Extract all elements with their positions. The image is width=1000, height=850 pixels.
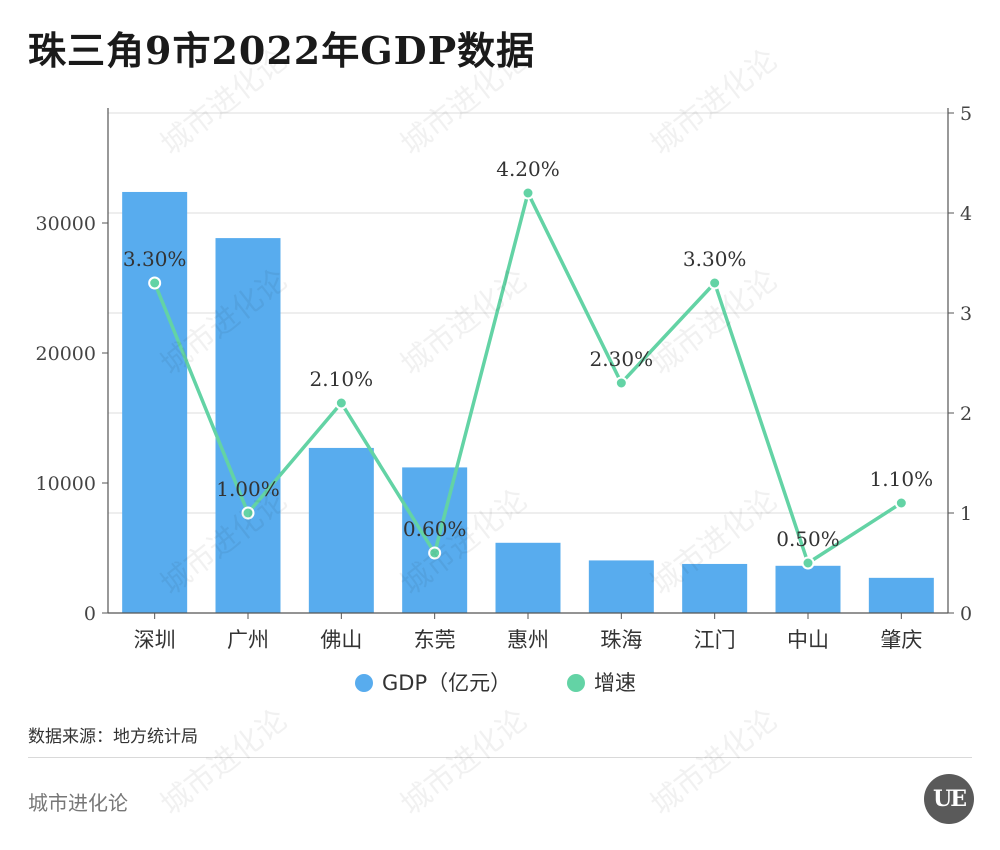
y-left-tick-label: 20000 <box>36 343 96 365</box>
x-tick-label: 中山 <box>787 628 829 652</box>
growth-point <box>428 546 442 560</box>
bar <box>588 560 654 613</box>
growth-data-label: 1.10% <box>870 467 934 491</box>
y-left-tick-label: 0 <box>84 603 96 625</box>
growth-data-label: 0.60% <box>403 517 467 541</box>
x-tick-label: 珠海 <box>600 628 642 652</box>
growth-data-label: 2.10% <box>310 367 374 391</box>
x-tick-label: 东莞 <box>414 628 456 652</box>
bar <box>868 577 934 613</box>
growth-point <box>334 396 348 410</box>
x-tick-label: 江门 <box>694 628 736 652</box>
bar <box>402 467 468 613</box>
watermark-text: 城市进化论 <box>644 703 784 823</box>
legend: GDP（亿元） 增速 <box>355 671 636 695</box>
bar <box>122 191 188 613</box>
growth-point <box>241 506 255 520</box>
y-right-tick-label: 0 <box>960 603 972 625</box>
y-right-tick-label: 3 <box>960 303 972 325</box>
y-left-tick-label: 10000 <box>36 473 96 495</box>
watermark-text: 城市进化论 <box>394 703 534 823</box>
x-tick-label: 肇庆 <box>880 628 922 652</box>
y-right-tick-label: 5 <box>960 103 972 125</box>
brand-logo: UE <box>924 774 974 824</box>
growth-point <box>708 276 722 290</box>
bar <box>775 565 841 613</box>
legend-label: GDP（亿元） <box>382 671 511 695</box>
legend-label: 增速 <box>594 671 636 695</box>
x-tick-label: 佛山 <box>320 628 362 652</box>
bar <box>682 563 748 613</box>
growth-data-label: 1.00% <box>216 477 280 501</box>
combo-chart: 3.30% 1.00% 2.10% 0.60% 4.20% 2.30% 3.30% 0.50%… <box>36 103 973 695</box>
y-right-tick-label: 2 <box>960 403 972 425</box>
growth-data-label: 4.20% <box>496 157 560 181</box>
bar <box>308 447 374 613</box>
footer-divider <box>28 757 972 758</box>
growth-data-label: 0.50% <box>776 527 840 551</box>
x-tick-label: 广州 <box>227 628 269 652</box>
bar <box>215 238 281 613</box>
line-series: 3.30% 1.00% 2.10% 0.60% 4.20% 2.30% 3.30% 0.50%… <box>123 157 934 570</box>
data-source-note: 数据来源：地方统计局 <box>28 727 198 747</box>
bar <box>495 542 561 613</box>
x-tick-label: 深圳 <box>134 628 176 652</box>
x-tick-label: 惠州 <box>507 628 549 652</box>
watermark-text: 城市进化论 <box>154 703 294 823</box>
growth-data-label: 3.30% <box>683 247 747 271</box>
y-left-tick-label: 30000 <box>36 213 96 235</box>
y-right-tick-label: 4 <box>960 203 972 225</box>
chart-title: 珠三角9市2022年GDP数据 <box>28 28 536 73</box>
legend-marker <box>355 674 373 692</box>
axes: 0 10000 20000 30000 0 1 2 3 4 5 深圳 广州 佛山 东莞 惠州 珠海 江门 中山 肇庆 <box>36 103 973 652</box>
growth-point <box>801 556 815 570</box>
legend-marker <box>567 674 585 692</box>
growth-point <box>521 186 535 200</box>
growth-data-label: 3.30% <box>123 247 187 271</box>
growth-point <box>148 276 162 290</box>
bar-series <box>122 191 934 613</box>
growth-point <box>894 496 908 510</box>
y-right-tick-label: 1 <box>960 503 972 525</box>
growth-point <box>614 376 628 390</box>
brand-name: 城市进化论 <box>28 791 128 815</box>
growth-data-label: 2.30% <box>590 347 654 371</box>
